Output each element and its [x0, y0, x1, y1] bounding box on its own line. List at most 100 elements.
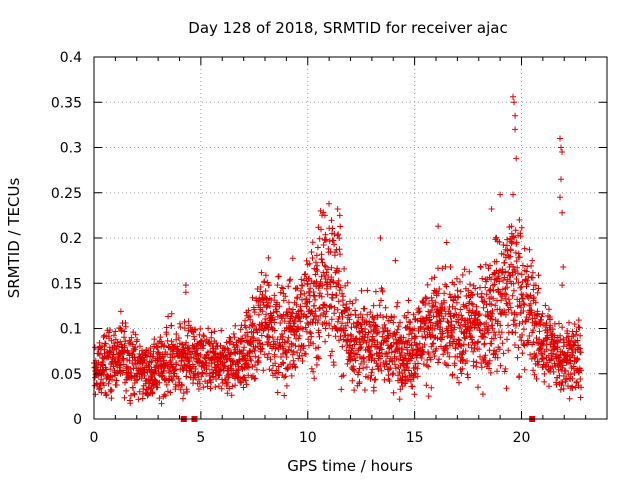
data-point: [265, 299, 272, 306]
data-point: [263, 311, 270, 318]
data-points: [91, 93, 585, 407]
data-point: [108, 395, 115, 402]
data-point: [321, 262, 328, 269]
data-point: [272, 370, 279, 377]
data-point: [303, 296, 310, 303]
data-point: [121, 344, 128, 351]
data-point: [275, 369, 282, 376]
y-tick-label: 0.4: [60, 50, 82, 66]
data-point: [265, 254, 272, 261]
data-point: [147, 345, 154, 351]
data-point: [153, 378, 160, 385]
data-point: [260, 299, 266, 306]
data-point: [331, 241, 338, 248]
data-point: [163, 360, 170, 366]
data-point: [314, 244, 321, 251]
data-point: [289, 255, 296, 262]
data-point: [251, 347, 258, 354]
data-point: [297, 303, 304, 310]
data-point: [240, 384, 247, 391]
data-point: [307, 329, 313, 336]
data-point: [225, 374, 232, 381]
data-point: [277, 320, 284, 326]
data-point: [163, 381, 170, 388]
data-point: [154, 384, 161, 391]
data-point: [297, 318, 304, 325]
data-point: [265, 339, 272, 346]
data-point: [274, 374, 281, 381]
data-point: [294, 285, 301, 292]
data-point: [281, 318, 288, 325]
data-point: [94, 364, 101, 371]
data-point: [211, 328, 218, 335]
y-tick-label: 0.15: [51, 276, 82, 292]
data-point: [213, 340, 220, 346]
data-point: [232, 322, 239, 329]
data-point: [336, 235, 343, 242]
data-point: [100, 371, 107, 378]
data-point: [128, 334, 135, 341]
data-point: [260, 367, 267, 374]
data-point: [151, 371, 158, 378]
data-point: [229, 383, 236, 390]
data-point: [296, 332, 303, 339]
data-point: [292, 364, 299, 371]
data-point: [171, 353, 178, 360]
data-point: [180, 366, 187, 373]
data-point: [106, 327, 113, 333]
data-point: [335, 298, 342, 305]
data-point: [274, 299, 281, 306]
data-point: [238, 379, 245, 386]
data-point: [266, 321, 273, 328]
data-point: [183, 339, 190, 346]
data-point: [295, 355, 302, 362]
data-point: [232, 382, 239, 389]
data-point: [218, 327, 225, 334]
data-point: [200, 342, 207, 349]
data-point: [264, 354, 271, 361]
data-point: [303, 303, 310, 310]
data-point: [145, 384, 152, 391]
data-point: [129, 341, 136, 348]
data-point: [275, 346, 282, 353]
data-point: [290, 348, 297, 355]
data-point: [319, 282, 326, 289]
data-point: [114, 339, 121, 346]
data-point: [333, 292, 340, 299]
data-point: [331, 310, 338, 317]
data-point: [136, 343, 143, 350]
data-point: [184, 332, 191, 339]
data-point: [96, 339, 103, 346]
data-point: [317, 290, 323, 297]
data-point: [315, 344, 322, 351]
data-point: [156, 379, 163, 386]
data-point: [234, 344, 241, 350]
data-point: [271, 292, 278, 299]
data-point: [117, 338, 124, 345]
data-point: [186, 357, 193, 364]
x-tick-label: 10: [299, 430, 317, 446]
data-point: [247, 316, 254, 323]
data-point: [200, 384, 207, 391]
data-point: [231, 349, 238, 356]
data-point: [295, 335, 302, 342]
data-point: [184, 388, 191, 395]
data-point: [312, 308, 319, 315]
data-point: [111, 340, 117, 347]
data-point: [278, 354, 284, 360]
data-point: [241, 344, 248, 351]
y-tick-label: 0.2: [60, 231, 82, 247]
data-point: [280, 360, 287, 367]
data-point: [249, 333, 255, 340]
data-point: [208, 329, 215, 336]
data-point: [252, 362, 259, 369]
data-point: [328, 316, 335, 323]
data-point: [276, 303, 283, 310]
data-point: [252, 375, 259, 382]
data-point: [285, 334, 292, 341]
data-point: [151, 336, 158, 343]
data-point: [168, 322, 175, 329]
data-point: [131, 391, 138, 398]
data-point: [169, 363, 175, 370]
data-point: [310, 368, 317, 375]
